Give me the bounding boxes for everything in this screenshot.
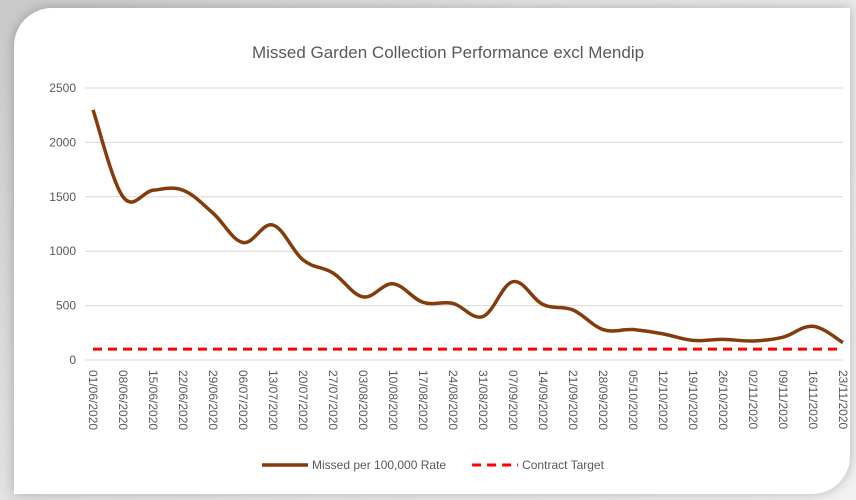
y-tick-label: 2500 xyxy=(49,81,76,95)
x-tick-label: 27/07/2020 xyxy=(326,370,340,430)
legend-label: Contract Target xyxy=(522,458,604,472)
x-tick-label: 15/06/2020 xyxy=(146,370,160,430)
x-tick-label: 03/08/2020 xyxy=(356,370,370,430)
x-tick-label: 01/06/2020 xyxy=(86,370,100,430)
y-tick-label: 2000 xyxy=(49,135,76,149)
legend-label: Missed per 100,000 Rate xyxy=(312,458,446,472)
x-tick-label: 07/09/2020 xyxy=(506,370,520,430)
x-tick-label: 14/09/2020 xyxy=(536,370,550,430)
x-tick-label: 09/11/2020 xyxy=(776,370,790,429)
x-tick-label: 20/07/2020 xyxy=(296,370,310,430)
y-tick-label: 1500 xyxy=(49,190,76,204)
x-tick-label: 21/09/2020 xyxy=(566,370,580,430)
x-tick-label: 23/11/2020 xyxy=(836,370,850,429)
y-tick-label: 1000 xyxy=(49,244,76,258)
y-tick-label: 500 xyxy=(56,299,76,313)
x-tick-label: 06/07/2020 xyxy=(236,370,250,430)
x-tick-label: 28/09/2020 xyxy=(596,370,610,430)
x-tick-label: 16/11/2020 xyxy=(806,370,820,429)
x-tick-label: 31/08/2020 xyxy=(476,370,490,430)
chart-title: Missed Garden Collection Performance exc… xyxy=(252,43,644,62)
x-tick-label: 22/06/2020 xyxy=(176,370,190,430)
x-tick-label: 24/08/2020 xyxy=(446,370,460,430)
x-tick-label: 12/10/2020 xyxy=(656,370,670,430)
x-tick-label: 05/10/2020 xyxy=(626,370,640,430)
x-tick-label: 02/11/2020 xyxy=(746,370,760,429)
x-tick-label: 13/07/2020 xyxy=(266,370,280,430)
x-tick-label: 19/10/2020 xyxy=(686,370,700,430)
x-tick-label: 10/08/2020 xyxy=(386,370,400,430)
y-tick-label: 0 xyxy=(69,353,76,367)
x-tick-label: 29/06/2020 xyxy=(206,370,220,430)
x-tick-label: 26/10/2020 xyxy=(716,370,730,430)
x-tick-label: 17/08/2020 xyxy=(416,370,430,430)
line-series xyxy=(91,109,844,345)
x-tick-label: 08/06/2020 xyxy=(116,370,130,430)
